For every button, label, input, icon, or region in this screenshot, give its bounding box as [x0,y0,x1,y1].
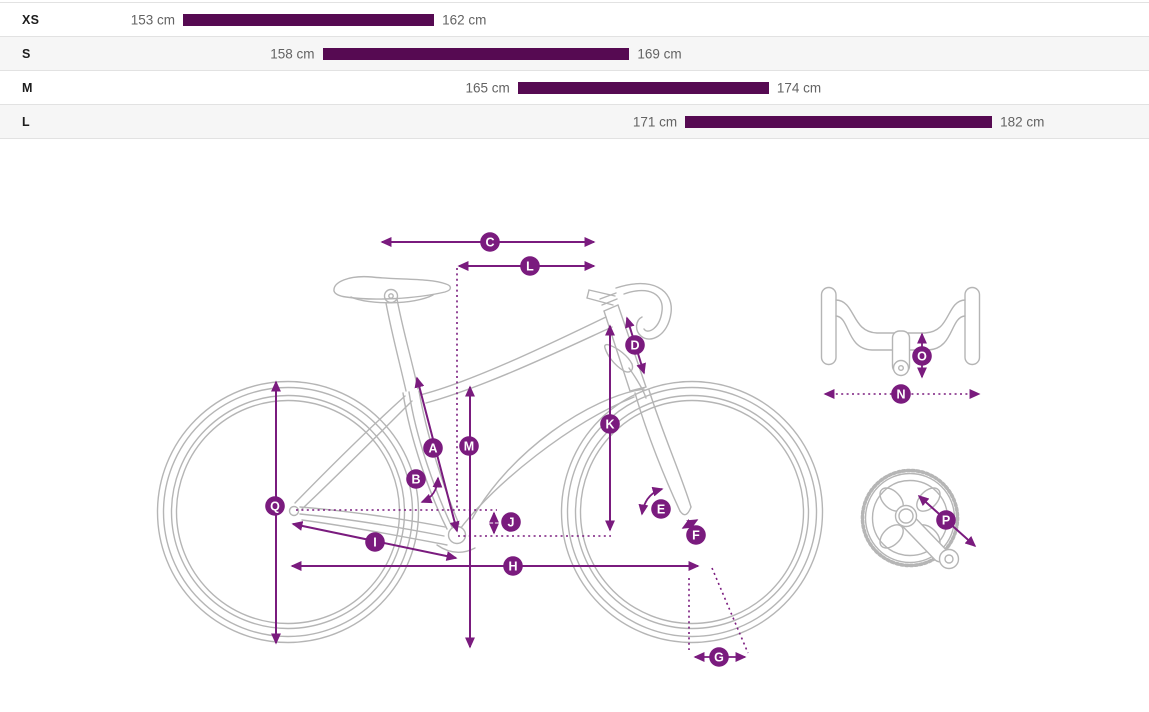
badge-m: M [459,436,479,456]
max-height-label: 182 cm [1000,114,1045,129]
height-range-bar [183,13,435,26]
badge-k: K [600,414,620,434]
handlebar-top-view [820,286,981,377]
svg-text:Q: Q [270,500,280,514]
min-height-label: 165 cm [465,80,510,95]
max-height-label: 169 cm [637,46,682,61]
rear-wheel [156,380,420,644]
svg-text:J: J [508,516,515,530]
svg-text:L: L [526,260,534,274]
badge-n: N [891,384,911,404]
size-row: XS 153 cm 162 cm [0,3,1149,37]
svg-text:D: D [630,339,639,353]
badge-f: F [686,525,706,545]
badge-a: A [423,438,443,458]
max-height-label: 162 cm [442,12,487,27]
badge-o: O [912,346,932,366]
geometry-diagram: A B C D E F G H I J K L M N O P [0,139,1149,707]
svg-text:B: B [411,473,420,487]
saddle [333,275,452,304]
measurement-badges: A B C D E F G H I J K L M N O P [265,232,956,667]
badge-l: L [520,256,540,276]
min-height-label: 153 cm [130,12,175,27]
guide-line-steering-axis [711,567,749,654]
badge-c: C [480,232,500,252]
size-name: XS [22,12,40,27]
arc-B-seat-angle [420,476,443,504]
size-table: XS 153 cm 162 cm S 158 cm 169 cm M 165 c… [0,2,1149,139]
front-wheel [560,380,824,644]
size-row: M 165 cm 174 cm [0,71,1149,105]
svg-text:O: O [917,350,927,364]
badge-g: G [709,647,729,667]
badge-e: E [651,499,671,519]
badge-b: B [406,469,426,489]
badge-i: I [365,532,385,552]
arrow-F-fork-rake [681,519,699,529]
svg-text:N: N [896,388,905,402]
svg-text:K: K [605,418,614,432]
min-height-label: 171 cm [632,114,678,129]
svg-text:I: I [373,536,376,550]
arc-E-head-angle [638,486,664,516]
svg-text:E: E [657,503,665,517]
svg-text:H: H [508,560,517,574]
height-range-bar [322,47,630,60]
svg-text:C: C [485,236,494,250]
size-row: L 171 cm 182 cm [0,105,1149,139]
size-name: L [22,114,30,129]
size-row: S 158 cm 169 cm [0,37,1149,71]
badge-h: H [503,556,523,576]
svg-text:F: F [692,529,700,543]
badge-p: P [936,510,956,530]
height-range-bar [685,115,993,128]
badge-j: J [501,512,521,532]
size-name: S [22,46,31,61]
height-range-bar [517,81,769,94]
svg-text:P: P [942,514,950,528]
svg-text:G: G [714,651,724,665]
max-height-label: 174 cm [776,80,822,95]
svg-text:M: M [464,440,474,454]
bike-line-drawing [156,275,981,644]
handlebar [586,283,672,399]
svg-text:A: A [428,442,437,456]
bike-geometry-svg: A B C D E F G H I J K L M N O P [156,232,981,667]
badge-q: Q [265,496,285,516]
seatpost [383,288,419,392]
size-name: M [22,80,33,95]
badge-d: D [625,335,645,355]
min-height-label: 158 cm [270,46,315,61]
fork [634,389,692,516]
